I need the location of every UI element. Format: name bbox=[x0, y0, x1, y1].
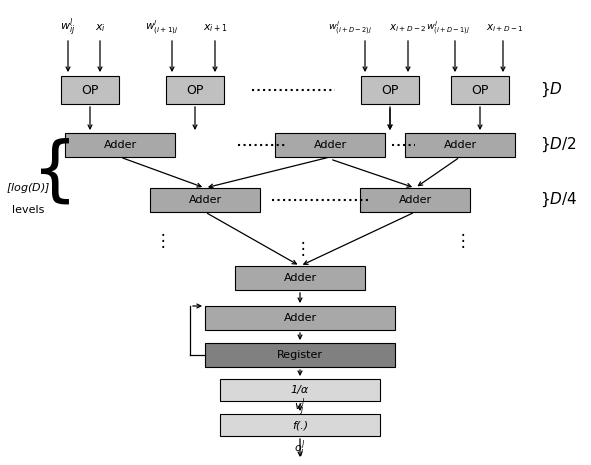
Text: Register: Register bbox=[277, 350, 323, 360]
Text: $\}D/4$: $\}D/4$ bbox=[540, 191, 577, 209]
Text: $\vdots$: $\vdots$ bbox=[294, 239, 306, 258]
Text: $x_{i+1}$: $x_{i+1}$ bbox=[203, 22, 228, 34]
Text: Adder: Adder bbox=[398, 195, 431, 205]
Text: Adder: Adder bbox=[443, 140, 476, 150]
Text: {: { bbox=[32, 138, 78, 206]
Text: Adder: Adder bbox=[313, 140, 346, 150]
FancyBboxPatch shape bbox=[235, 266, 365, 290]
FancyBboxPatch shape bbox=[275, 133, 385, 157]
Text: OP: OP bbox=[82, 84, 99, 97]
Text: f(.): f(.) bbox=[292, 420, 308, 430]
Text: 1/α: 1/α bbox=[291, 385, 309, 395]
FancyBboxPatch shape bbox=[451, 76, 509, 104]
Text: OP: OP bbox=[381, 84, 399, 97]
Text: $x_{i+D-1}$: $x_{i+D-1}$ bbox=[486, 22, 524, 34]
Text: OP: OP bbox=[186, 84, 204, 97]
FancyBboxPatch shape bbox=[150, 188, 260, 212]
FancyBboxPatch shape bbox=[205, 343, 395, 367]
Text: $\}D/2$: $\}D/2$ bbox=[540, 136, 576, 154]
Text: $w^l_{(i+1)j}$: $w^l_{(i+1)j}$ bbox=[145, 19, 179, 37]
Text: Adder: Adder bbox=[189, 195, 222, 205]
Text: $\vdots$: $\vdots$ bbox=[154, 231, 165, 250]
FancyBboxPatch shape bbox=[65, 133, 175, 157]
Text: Adder: Adder bbox=[284, 313, 317, 323]
Text: OP: OP bbox=[471, 84, 489, 97]
Text: Adder: Adder bbox=[284, 273, 317, 283]
FancyBboxPatch shape bbox=[205, 306, 395, 330]
Text: $o^l_j$: $o^l_j$ bbox=[294, 439, 306, 461]
FancyBboxPatch shape bbox=[61, 76, 119, 104]
FancyBboxPatch shape bbox=[166, 76, 224, 104]
Text: $v^l_j$: $v^l_j$ bbox=[294, 397, 306, 419]
Text: Adder: Adder bbox=[103, 140, 137, 150]
FancyBboxPatch shape bbox=[220, 414, 380, 436]
Text: $w^l_{(i+D-2)j}$: $w^l_{(i+D-2)j}$ bbox=[328, 20, 372, 36]
FancyBboxPatch shape bbox=[220, 379, 380, 401]
FancyBboxPatch shape bbox=[361, 76, 419, 104]
Text: [log($D$)]: [log($D$)] bbox=[6, 181, 50, 195]
Text: $x_i$: $x_i$ bbox=[95, 22, 105, 34]
Text: $w^l_{ij}$: $w^l_{ij}$ bbox=[60, 17, 76, 39]
Text: $\vdots$: $\vdots$ bbox=[454, 231, 466, 250]
FancyBboxPatch shape bbox=[360, 188, 470, 212]
FancyBboxPatch shape bbox=[405, 133, 515, 157]
Text: levels: levels bbox=[12, 205, 44, 215]
Text: $\}D$: $\}D$ bbox=[540, 81, 563, 99]
Text: $w^l_{(i+D-1)j}$: $w^l_{(i+D-1)j}$ bbox=[426, 20, 470, 36]
Text: $x_{i+D-2}$: $x_{i+D-2}$ bbox=[389, 22, 427, 34]
